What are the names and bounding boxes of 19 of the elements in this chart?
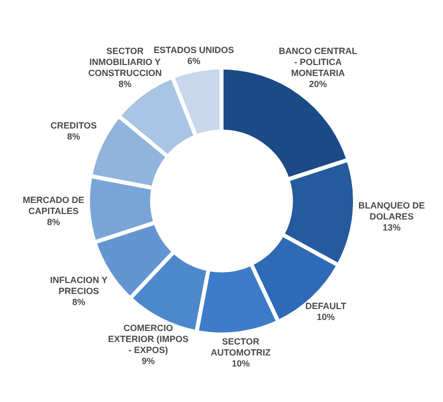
slice-label: BANCO CENTRAL - POLITICA MONETARIA <box>278 46 358 78</box>
data-label: 13% <box>382 222 401 233</box>
data-label: 8% <box>72 297 86 308</box>
data-label: 10% <box>232 358 250 368</box>
data-label: 8% <box>67 131 80 142</box>
data-label: 10% <box>316 312 335 322</box>
data-label: 20% <box>308 79 327 90</box>
slice-label: SECTOR AUTOMOTRIZ <box>210 336 272 358</box>
slice-label: CREDITOS <box>50 120 97 130</box>
slice-label: COMERCIO EXTERIOR (IMPOS - EXPOS) <box>108 322 188 355</box>
slice-label: ESTADOS UNIDOS <box>154 44 234 55</box>
data-label: 8% <box>47 217 60 228</box>
slice-label: MERCADO DE CAPITALES <box>22 195 84 216</box>
data-label: 6% <box>187 56 200 66</box>
slice-label: DEFAULT <box>305 301 347 312</box>
data-label: 9% <box>142 356 155 366</box>
slice-label: INFLACION Y PRECIOS <box>50 275 108 296</box>
data-label: 8% <box>118 79 132 90</box>
slice-label: BLANQUEO DE DOLARES <box>358 200 425 222</box>
